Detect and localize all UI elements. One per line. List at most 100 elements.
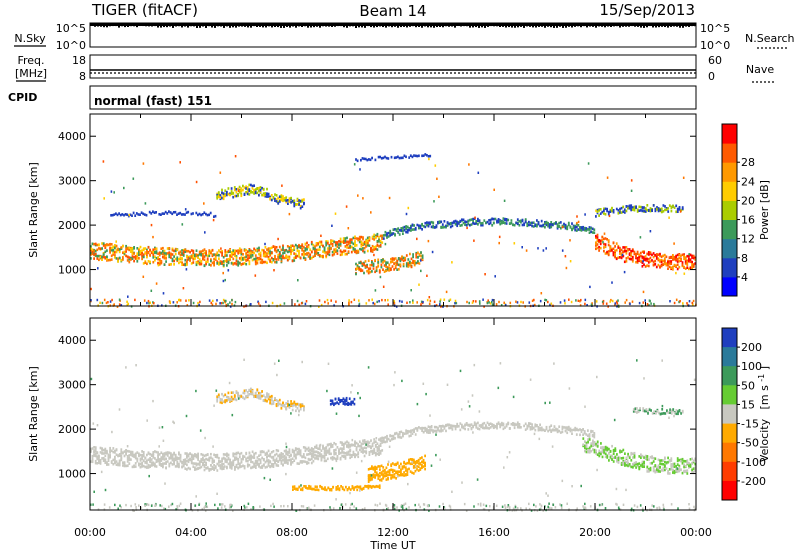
velocity-echo-cell <box>505 424 508 428</box>
power-echo-cell <box>261 248 264 252</box>
power-echo-cell <box>253 257 256 261</box>
velocity-echo-cell <box>205 461 207 465</box>
velocity-echo-cell <box>298 462 300 465</box>
velocity-echo-cell <box>542 428 545 432</box>
velocity-echo-cell <box>189 467 191 471</box>
velocity-echo-cell <box>393 469 396 472</box>
velocity-echo-cell <box>248 463 251 467</box>
power-echo-cell <box>206 260 209 264</box>
velocity-echo-cell <box>267 449 270 453</box>
velocity-echo-cell <box>253 395 255 398</box>
velocity-echo-cell <box>107 455 110 458</box>
velocity-echo-cell <box>250 466 252 470</box>
velocity-echo-cell <box>232 454 235 458</box>
velocity-echo-cell <box>96 451 99 454</box>
power-echo-cell <box>402 232 404 235</box>
velocity-echo-cell <box>264 396 267 399</box>
velocity-echo-cell <box>299 451 302 454</box>
power-ytick-label: 1000 <box>58 264 86 277</box>
velocity-echo-cell <box>694 457 697 461</box>
velocity-echo-cell <box>298 409 300 413</box>
velocity-echo-cell <box>377 485 379 488</box>
velocity-echo-cell <box>367 480 370 483</box>
power-ytick-label: 4000 <box>58 130 86 143</box>
power-echo-cell <box>688 267 690 271</box>
velocity-echo-cell <box>214 465 217 468</box>
velocity-echo-cell <box>179 453 182 457</box>
velocity-echo-cell <box>592 448 594 451</box>
power-echo-cell <box>203 211 206 214</box>
power-echo-cell <box>657 258 660 262</box>
velocity-echo-cell <box>102 456 105 460</box>
power-noise-cell <box>580 298 582 302</box>
power-echo-cell <box>408 228 411 232</box>
power-echo-cell <box>154 259 156 262</box>
power-noise-cell <box>686 302 688 305</box>
power-noise-cell <box>393 300 395 303</box>
velocity-echo-cell <box>378 447 380 450</box>
velocity-echo-cell <box>290 400 292 403</box>
power-echo-cell <box>665 263 668 267</box>
velocity-echo-cell <box>371 467 373 470</box>
velocity-echo-cell <box>537 426 540 429</box>
power-noise-cell <box>219 171 222 174</box>
power-echo-cell <box>277 253 280 257</box>
velocity-echo-cell <box>300 488 302 491</box>
power-echo-cell <box>402 259 405 263</box>
velocity-echo-cell <box>588 435 591 439</box>
power-echo-cell <box>396 268 399 271</box>
velocity-echo-cell <box>367 478 370 481</box>
velocity-echo-cell <box>245 395 247 398</box>
power-noise-cell <box>649 299 651 303</box>
velocity-echo-cell <box>195 455 198 459</box>
power-echo-cell <box>675 254 677 258</box>
velocity-echo-cell <box>158 453 161 456</box>
velocity-echo-cell <box>195 462 198 465</box>
power-echo-cell <box>254 188 257 191</box>
velocity-echo-cell <box>277 403 280 407</box>
velocity-echo-cell <box>270 462 273 466</box>
velocity-echo-cell <box>485 424 487 427</box>
power-noise-cell <box>601 300 604 304</box>
velocity-echo-cell <box>438 429 441 433</box>
velocity-echo-cell <box>270 396 273 399</box>
power-echo-cell <box>235 256 238 260</box>
velocity-echo-cell <box>123 464 126 468</box>
power-echo-cell <box>286 245 289 248</box>
power-echo-cell <box>304 249 307 252</box>
power-echo-cell <box>397 230 400 234</box>
velocity-echo-cell <box>237 459 240 463</box>
power-echo-cell <box>194 254 196 257</box>
power-echo-cell <box>684 262 687 265</box>
power-echo-cell <box>689 266 692 269</box>
power-noise-cell <box>257 300 259 303</box>
power-echo-cell <box>237 260 240 264</box>
velocity-echo-cell <box>291 461 294 464</box>
power-echo-cell <box>385 156 388 160</box>
velocity-echo-cell <box>483 421 486 425</box>
power-echo-cell <box>681 207 684 211</box>
power-noise-cell <box>181 223 184 226</box>
power-echo-cell <box>162 251 164 255</box>
velocity-echo-cell <box>192 457 195 460</box>
velocity-echo-cell <box>130 452 132 455</box>
velocity-echo-cell <box>195 467 198 471</box>
power-echo-cell <box>141 249 143 252</box>
power-echo-cell <box>320 240 323 244</box>
power-echo-cell <box>381 234 384 238</box>
velocity-echo-cell <box>475 422 478 426</box>
power-echo-cell <box>691 260 693 264</box>
velocity-echo-cell <box>216 453 219 457</box>
power-echo-cell <box>96 248 99 252</box>
velocity-echo-cell <box>93 446 95 449</box>
velocity-echo-cell <box>202 463 204 467</box>
velocity-echo-cell <box>290 460 292 463</box>
velocity-echo-cell <box>139 457 142 461</box>
power-echo-cell <box>210 258 212 261</box>
velocity-echo-cell <box>337 402 340 406</box>
velocity-echo-cell <box>403 474 405 477</box>
velocity-echo-cell <box>291 457 294 460</box>
velocity-echo-cell <box>354 455 356 459</box>
power-echo-cell <box>465 220 468 224</box>
velocity-echo-cell <box>242 457 244 461</box>
